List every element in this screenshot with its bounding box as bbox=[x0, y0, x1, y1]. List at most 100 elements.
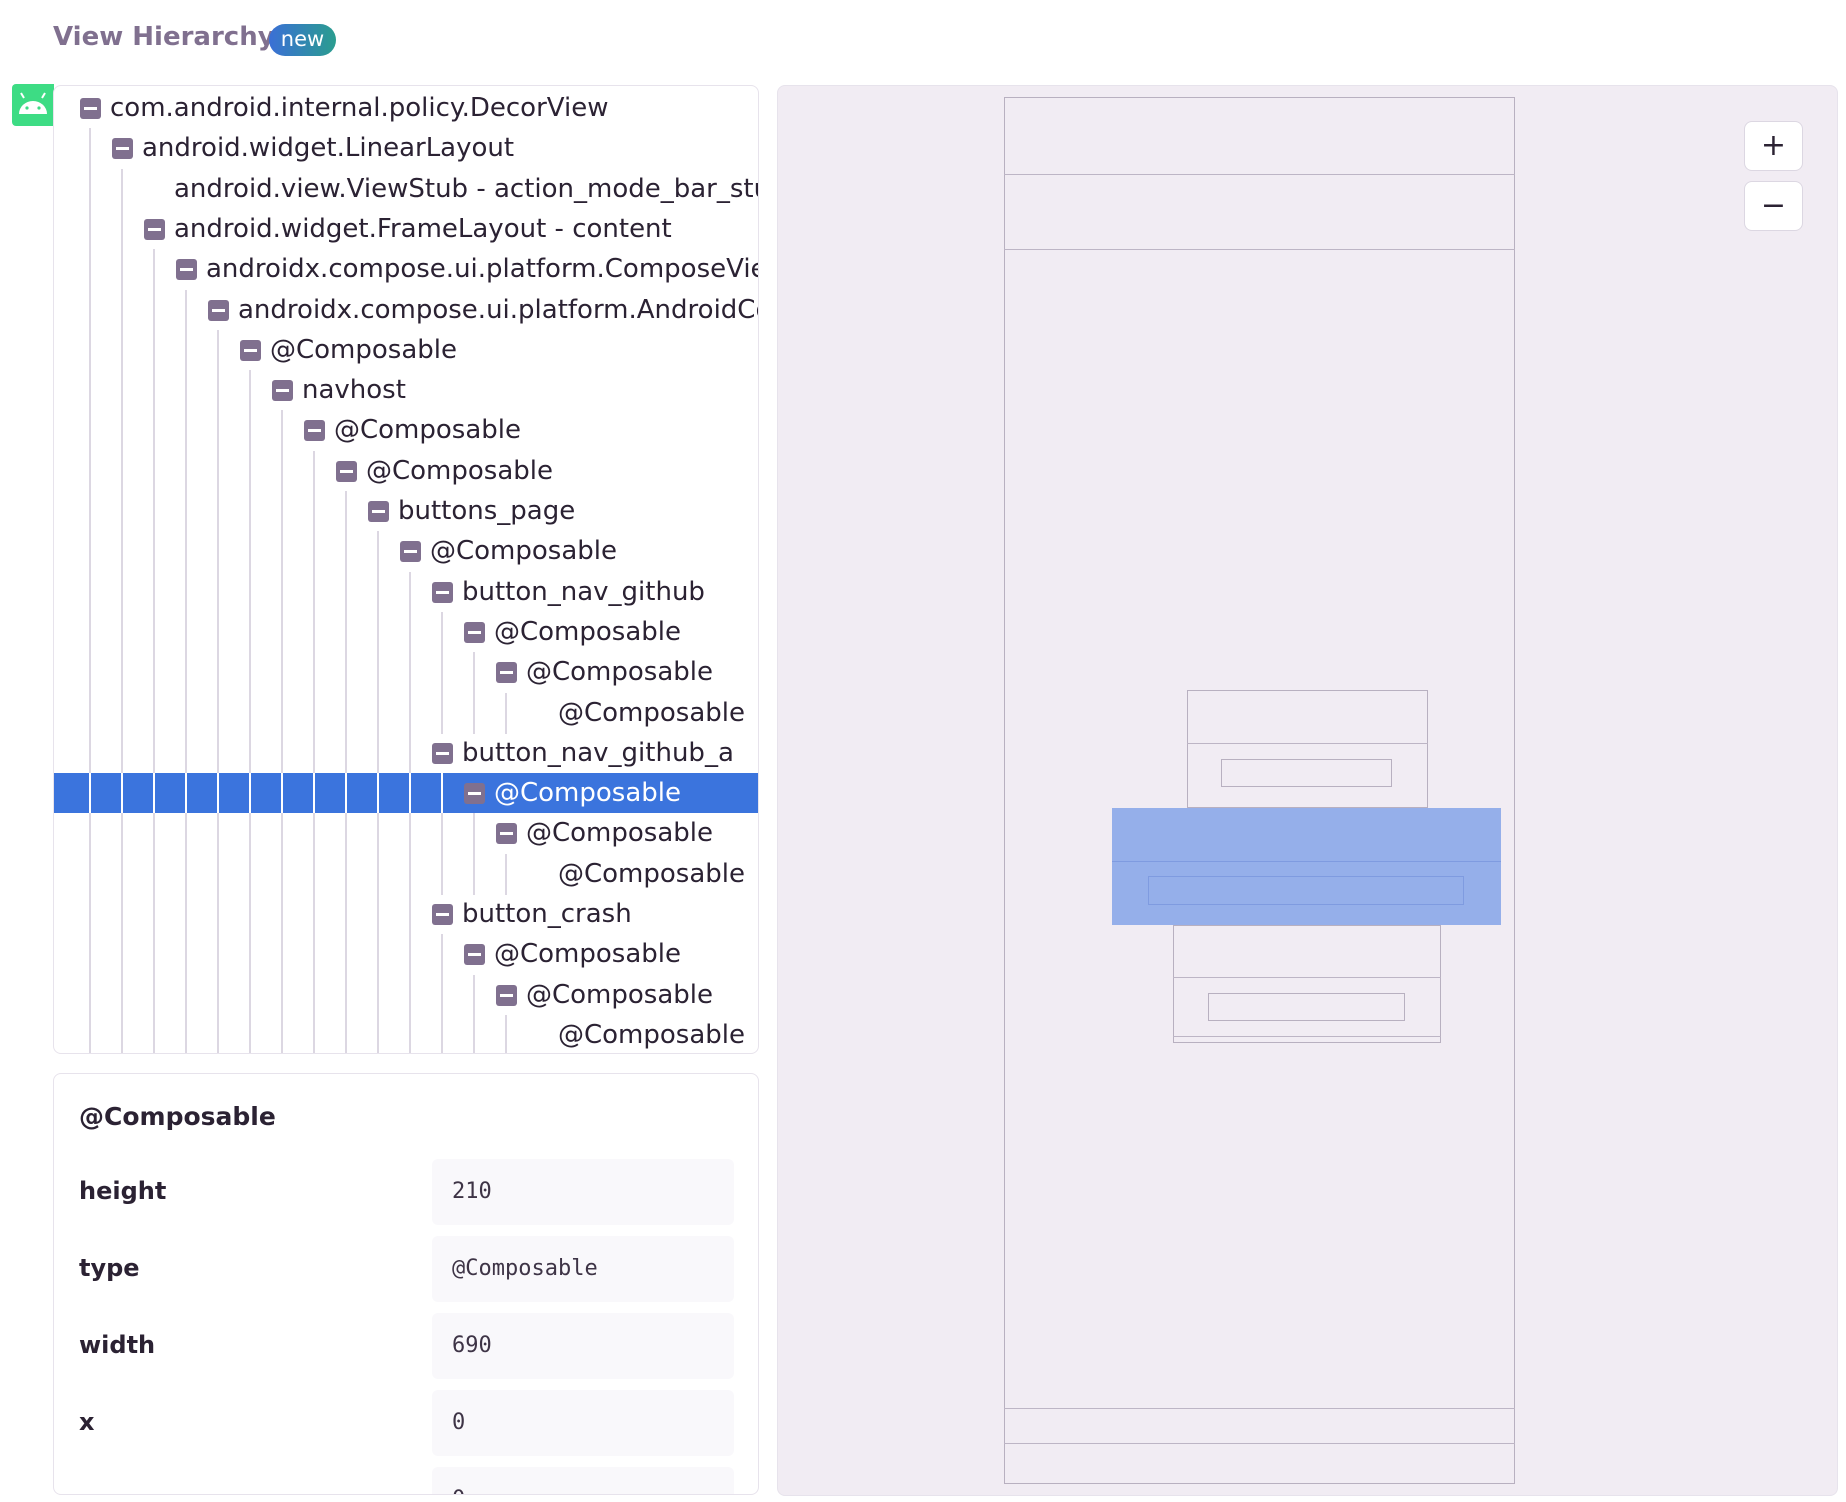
tree-node[interactable]: @Composable bbox=[54, 974, 758, 1016]
tree-guide-line bbox=[249, 410, 251, 452]
tree-guide-line bbox=[217, 652, 219, 694]
collapse-icon[interactable] bbox=[176, 259, 197, 281]
tree-guide-line bbox=[185, 1014, 187, 1053]
collapse-icon[interactable] bbox=[432, 581, 453, 603]
collapse-icon[interactable] bbox=[496, 984, 517, 1006]
collapse-icon[interactable] bbox=[240, 339, 261, 361]
property-value[interactable]: 210 bbox=[432, 1159, 734, 1225]
selected-element-highlight[interactable] bbox=[1112, 808, 1501, 925]
collapse-icon[interactable] bbox=[304, 420, 325, 442]
tree-guide-line bbox=[473, 1014, 475, 1053]
tree-node[interactable]: button_nav_github_a bbox=[54, 732, 758, 774]
tree-node[interactable]: android.view.ViewStub - action_mode_bar_… bbox=[54, 168, 758, 210]
tree-node[interactable]: @Composable bbox=[54, 853, 758, 895]
tree-guide-line bbox=[153, 974, 155, 1016]
tree-node[interactable]: @Composable bbox=[54, 773, 758, 815]
tree-node[interactable]: button_nav_github bbox=[54, 571, 758, 613]
tree-guide-line bbox=[473, 692, 475, 734]
tree-guide-line bbox=[345, 1014, 347, 1053]
tree-node[interactable]: @Composable bbox=[54, 531, 758, 573]
tree-node[interactable]: @Composable bbox=[54, 652, 758, 694]
tree-guide-line bbox=[313, 732, 315, 774]
collapse-icon[interactable] bbox=[496, 662, 517, 684]
tree-guide-line bbox=[441, 813, 443, 855]
tree-node[interactable]: android.widget.LinearLayout bbox=[54, 128, 758, 170]
view-hierarchy-tree[interactable]: com.android.internal.policy.DecorView and… bbox=[53, 85, 759, 1054]
tree-guide-line bbox=[377, 853, 379, 895]
tree-guide-line bbox=[473, 853, 475, 895]
tree-guide-line bbox=[377, 813, 379, 855]
tree-guide-line bbox=[377, 974, 379, 1016]
button-text-outline[interactable] bbox=[1208, 993, 1405, 1021]
tree-node[interactable]: @Composable bbox=[54, 450, 758, 492]
collapse-icon[interactable] bbox=[464, 944, 485, 966]
tree-guide-line bbox=[409, 813, 411, 855]
tree-guide-line bbox=[89, 894, 91, 935]
tree-node[interactable]: @Composable bbox=[54, 611, 758, 653]
tree-node[interactable]: @Composable bbox=[54, 329, 758, 371]
collapse-icon[interactable] bbox=[272, 380, 293, 402]
collapse-icon[interactable] bbox=[464, 621, 485, 643]
collapse-icon[interactable] bbox=[432, 904, 453, 925]
collapse-icon[interactable] bbox=[368, 501, 389, 522]
tree-guide-line bbox=[217, 813, 219, 855]
tree-node[interactable]: androidx.compose.ui.platform.ComposeView bbox=[54, 249, 758, 291]
tree-guide-line bbox=[89, 692, 91, 734]
tree-node-label: android.widget.FrameLayout - content bbox=[174, 213, 672, 244]
property-value[interactable]: 0 bbox=[432, 1467, 734, 1494]
tree-guide-line bbox=[217, 1014, 219, 1053]
nav-bar-divider bbox=[1004, 1443, 1515, 1444]
collapse-icon[interactable] bbox=[208, 299, 229, 321]
collapse-icon[interactable] bbox=[144, 218, 165, 240]
tree-guide-line bbox=[249, 692, 251, 734]
property-value[interactable]: 0 bbox=[432, 1390, 734, 1456]
property-value[interactable]: 690 bbox=[432, 1313, 734, 1379]
tree-guide-line bbox=[153, 692, 155, 734]
tree-node[interactable]: navhost bbox=[54, 370, 758, 412]
collapse-icon[interactable] bbox=[80, 98, 101, 119]
tree-node[interactable]: @Composable bbox=[54, 692, 758, 734]
collapse-icon[interactable] bbox=[496, 823, 517, 845]
collapse-icon[interactable] bbox=[400, 541, 421, 563]
collapse-icon[interactable] bbox=[464, 783, 485, 805]
tree-guide-line bbox=[281, 934, 283, 976]
property-value[interactable]: @Composable bbox=[432, 1236, 734, 1302]
tree-node[interactable]: button_crash bbox=[54, 894, 758, 935]
zoom-in-button[interactable]: + bbox=[1744, 121, 1803, 171]
toolbar-divider bbox=[1004, 249, 1515, 250]
tree-guide-line bbox=[377, 652, 379, 694]
outline-divider bbox=[1187, 743, 1428, 744]
tree-node[interactable]: @Composable bbox=[54, 1014, 758, 1053]
tree-guide-line bbox=[313, 974, 315, 1016]
tree-node[interactable]: @Composable bbox=[54, 934, 758, 976]
tree-guide-line bbox=[377, 531, 379, 573]
tree-node[interactable]: android.widget.FrameLayout - content bbox=[54, 208, 758, 250]
tree-guide-line bbox=[441, 1014, 443, 1053]
zoom-out-button[interactable]: − bbox=[1744, 181, 1803, 231]
property-key: y bbox=[79, 1485, 95, 1494]
tree-guide-line bbox=[153, 249, 155, 291]
tree-guide-line bbox=[313, 652, 315, 694]
tree-node[interactable]: androidx.compose.ui.platform.AndroidComp… bbox=[54, 289, 758, 331]
tree-guide-line bbox=[121, 450, 123, 492]
tree-guide-line bbox=[441, 692, 443, 734]
collapse-icon[interactable] bbox=[112, 138, 133, 160]
tree-guide-line bbox=[281, 571, 283, 613]
collapse-icon[interactable] bbox=[432, 742, 453, 764]
button-crash-outline[interactable] bbox=[1173, 925, 1441, 1043]
tree-guide-line bbox=[153, 571, 155, 613]
tree-guide-line bbox=[249, 370, 251, 412]
tree-guide-line bbox=[249, 531, 251, 573]
tree-node[interactable]: buttons_page bbox=[54, 491, 758, 532]
tree-node[interactable]: com.android.internal.policy.DecorView bbox=[54, 88, 758, 128]
new-badge: new bbox=[269, 24, 336, 56]
tree-guide-line bbox=[217, 531, 219, 573]
tree-guide-line bbox=[249, 974, 251, 1016]
collapse-icon[interactable] bbox=[336, 460, 357, 482]
tree-node[interactable]: @Composable bbox=[54, 813, 758, 855]
button-text-outline[interactable] bbox=[1221, 759, 1392, 787]
tree-guide-line bbox=[185, 692, 187, 734]
layout-preview[interactable]: + − bbox=[777, 85, 1838, 1496]
button-nav-github-outline[interactable] bbox=[1187, 690, 1428, 808]
tree-node[interactable]: @Composable bbox=[54, 410, 758, 452]
